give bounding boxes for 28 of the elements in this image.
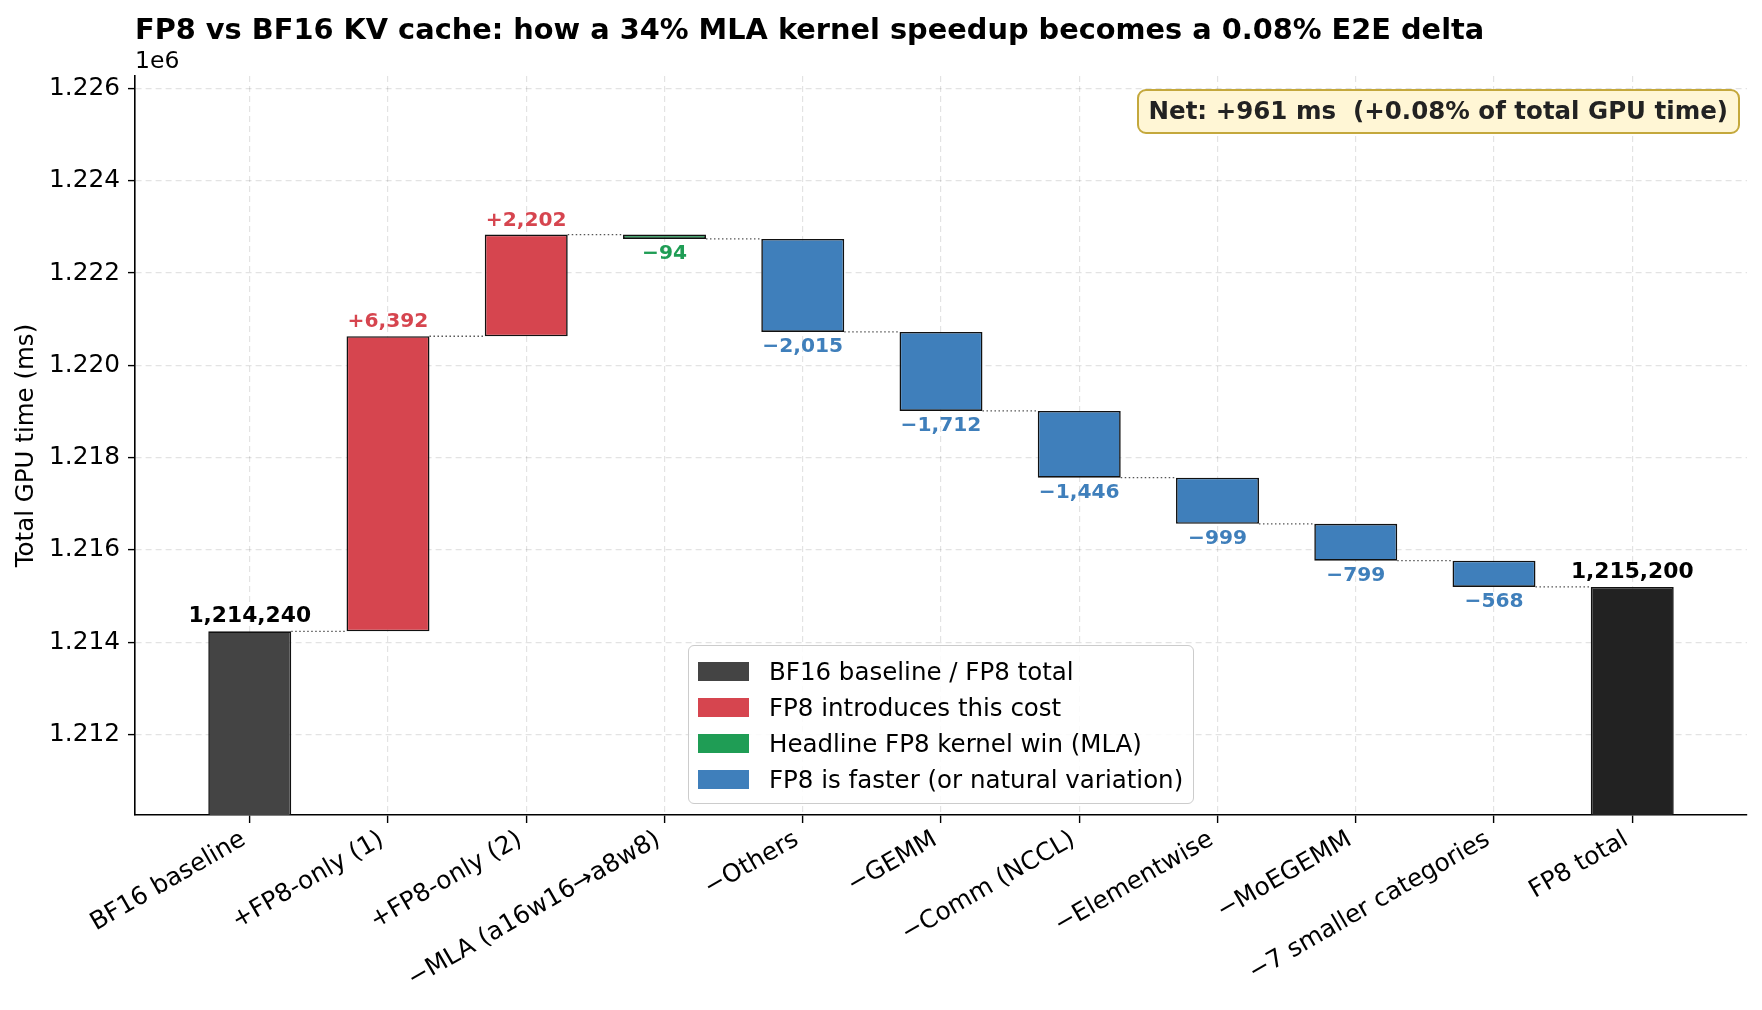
- annotation: −2,015: [762, 333, 844, 358]
- annotation: 1,214,240: [188, 602, 312, 628]
- y-tick-label: 1.218: [49, 441, 120, 471]
- annotation: −1,712: [900, 412, 982, 437]
- legend-label: FP8 is faster (or natural variation): [769, 764, 1184, 794]
- legend-label: Headline FP8 kernel win (MLA): [769, 728, 1142, 758]
- y-tick-label: 1.226: [49, 71, 120, 101]
- legend-label: BF16 baseline / FP8 total: [769, 656, 1074, 686]
- x-tick-label: FP8 total: [1523, 823, 1633, 904]
- y-tick-label: 1.212: [49, 718, 120, 748]
- annotation: −999: [1187, 525, 1248, 550]
- chart-title: FP8 vs BF16 KV cache: how a 34% MLA kernel speedup becomes a 0.08% E2E delta: [135, 12, 1485, 46]
- y-axis-title: Total GPU time (ms): [10, 323, 40, 569]
- y-tick-label: 1.224: [49, 164, 120, 194]
- legend-label: FP8 introduces this cost: [769, 692, 1062, 722]
- y-tick-label: 1.214: [49, 625, 120, 655]
- y-tick-label: 1.220: [49, 348, 120, 378]
- y-tick-label: 1.222: [49, 256, 120, 286]
- text: 1e6: [135, 46, 180, 74]
- annotation: −94: [641, 240, 688, 265]
- annotation: +6,392: [347, 308, 429, 333]
- annotation: −1,446: [1038, 479, 1120, 504]
- y-tick-label: 1.216: [49, 533, 120, 563]
- annotation: −799: [1326, 562, 1386, 587]
- annotation: Net: +961 ms (+0.08% of total GPU time): [1136, 89, 1740, 134]
- annotation: +2,202: [485, 206, 567, 231]
- annotation: 1,215,200: [1570, 557, 1694, 583]
- annotation: −568: [1464, 588, 1524, 613]
